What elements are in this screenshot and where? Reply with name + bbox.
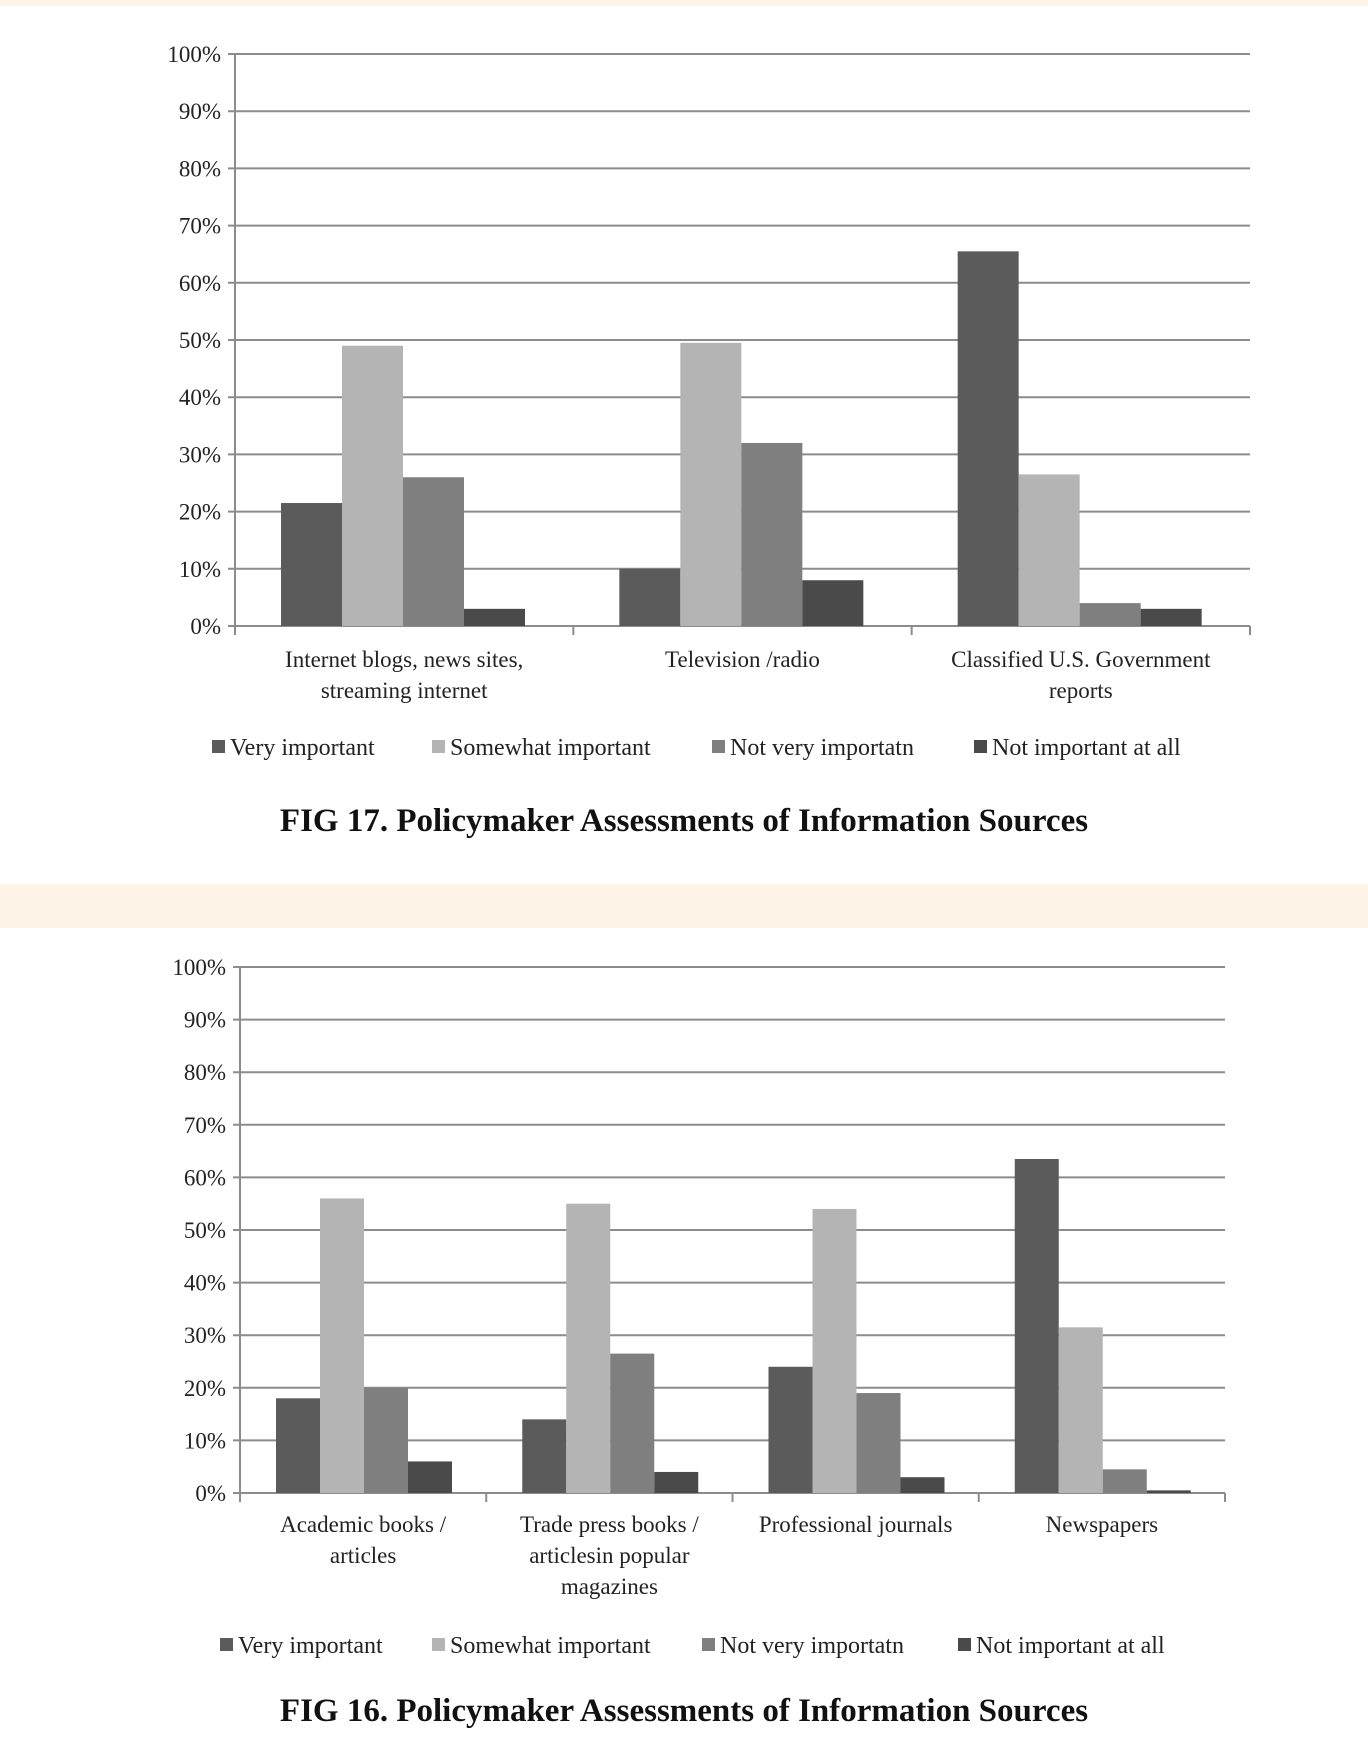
category-label: Internet blogs, news sites, streaming int…	[285, 647, 523, 703]
bar	[342, 345, 403, 626]
y-tick-label: 90%	[179, 99, 221, 124]
y-tick-label: 20%	[184, 1376, 226, 1401]
legend-label: Somewhat important	[450, 735, 651, 761]
bar	[654, 1471, 699, 1493]
bar	[900, 1477, 945, 1493]
chart-caption-fig17: FIG 17. Policymaker Assessments of Infor…	[279, 803, 1089, 839]
category-label: Professional journals	[759, 1512, 953, 1537]
y-tick-label: 90%	[184, 1008, 226, 1033]
bar	[741, 442, 803, 626]
legend-label: Not important at all	[976, 1633, 1165, 1659]
y-tick-label: 70%	[179, 214, 221, 239]
legend-swatch	[702, 1638, 715, 1651]
bar	[1140, 608, 1202, 626]
legend-label: Not very importatn	[720, 1633, 904, 1659]
y-tick-label: 80%	[179, 156, 221, 181]
legend-label: Very important	[230, 735, 375, 761]
y-tick-label: 70%	[184, 1113, 226, 1138]
bar	[403, 477, 464, 626]
bar	[610, 1353, 655, 1493]
y-tick-label: 30%	[179, 442, 221, 467]
bar	[1079, 603, 1141, 626]
legend-label: Not very importatn	[730, 735, 914, 761]
y-tick-label: 0%	[195, 1481, 226, 1506]
legend-swatch	[958, 1638, 971, 1651]
y-tick-label: 0%	[190, 614, 221, 639]
bar	[522, 1419, 567, 1493]
legend-swatch	[432, 1638, 445, 1651]
y-tick-label: 30%	[184, 1323, 226, 1348]
category-label: Television /radio	[665, 647, 820, 672]
legend-swatch	[432, 740, 445, 753]
separator-band	[0, 884, 1368, 928]
y-tick-label: 10%	[179, 557, 221, 582]
category-label: Newspapers	[1046, 1512, 1158, 1537]
y-tick-label: 10%	[184, 1428, 226, 1453]
category-label: Trade press books / articlesin popular mag…	[520, 1512, 699, 1599]
bar	[619, 568, 681, 626]
chart-caption-fig16: FIG 16. Policymaker Assessments of Infor…	[279, 1693, 1089, 1729]
y-tick-label: 50%	[179, 328, 221, 353]
bar	[1018, 474, 1080, 626]
legend-label: Not important at all	[992, 735, 1181, 761]
legend-swatch	[974, 740, 987, 753]
category-label: Classified U.S. Government reports	[951, 647, 1211, 703]
bar	[1146, 1490, 1191, 1493]
bar-chart-fig17: 0% 10% 20% 30% 40% 50% 60% 70% 80% 90% 100% Interne…	[167, 42, 1251, 761]
bar	[1102, 1469, 1147, 1493]
y-tick-label: 20%	[179, 500, 221, 525]
bar	[276, 1398, 320, 1493]
bar	[408, 1461, 452, 1493]
bar	[856, 1393, 901, 1493]
bar	[1058, 1327, 1103, 1493]
y-tick-label: 60%	[184, 1165, 226, 1190]
bar-chart-fig16: 0% 10% 20% 30% 40% 50% 60% 70% 80% 90% 100% Academi…	[172, 955, 1226, 1659]
y-tick-label: 100%	[172, 955, 226, 980]
bar	[802, 580, 864, 626]
bar	[957, 251, 1019, 626]
bar	[281, 503, 342, 626]
bar	[364, 1387, 408, 1493]
legend-swatch	[220, 1638, 233, 1651]
y-tick-label: 80%	[184, 1060, 226, 1085]
y-tick-label: 60%	[179, 271, 221, 296]
y-tick-label: 40%	[184, 1271, 226, 1296]
bar	[812, 1208, 857, 1493]
y-tick-label: 50%	[184, 1218, 226, 1243]
category-label: Academic books / articles	[280, 1512, 447, 1568]
bar	[768, 1366, 813, 1493]
top-band	[0, 0, 1368, 6]
bar	[680, 342, 742, 626]
legend-swatch	[212, 740, 225, 753]
legend-swatch	[712, 740, 725, 753]
legend-label: Somewhat important	[450, 1633, 651, 1659]
bar	[464, 608, 525, 626]
y-tick-label: 40%	[179, 385, 221, 410]
legend-label: Very important	[238, 1633, 383, 1659]
bar	[320, 1198, 364, 1493]
y-tick-label: 100%	[167, 42, 221, 67]
bar	[1014, 1158, 1059, 1493]
bar	[566, 1203, 611, 1493]
